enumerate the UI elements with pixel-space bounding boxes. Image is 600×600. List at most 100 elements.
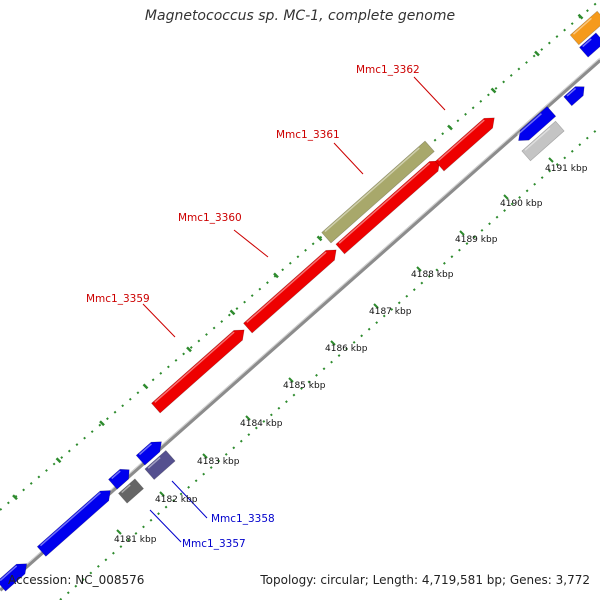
gene-blue-5[interactable] bbox=[514, 106, 557, 146]
major-tick-outer bbox=[273, 272, 279, 279]
leader-mmc1-3357 bbox=[149, 509, 182, 543]
tick-label-4182: 4182 kbp bbox=[155, 495, 198, 505]
gene-blue-4-shape bbox=[135, 441, 162, 466]
map-title: Magnetococcus sp. MC-1, complete genome bbox=[144, 8, 456, 24]
gene-mmc1-3360[interactable] bbox=[243, 245, 341, 334]
major-tick-outer bbox=[55, 457, 62, 464]
major-tick-outer bbox=[186, 346, 192, 353]
major-tick-outer bbox=[534, 50, 540, 57]
major-tick-outer bbox=[577, 13, 584, 20]
gene-blue-4-shine bbox=[138, 443, 152, 456]
gene-mmc1-3362b-shine bbox=[438, 119, 485, 162]
gene-label-mmc1-3358[interactable]: Mmc1_3358 bbox=[211, 513, 275, 525]
gene-label-mmc1-3359[interactable]: Mmc1_3359 bbox=[86, 293, 150, 305]
major-tick-inner bbox=[245, 415, 251, 421]
gene-blue-1[interactable] bbox=[36, 486, 115, 557]
gene-mmc1-3362a[interactable] bbox=[335, 156, 444, 255]
major-tick-inner bbox=[116, 529, 122, 535]
tick-label-4185: 4185 kbp bbox=[283, 381, 326, 391]
gene-pseudo-1[interactable] bbox=[521, 120, 565, 162]
accession-label: Accession: NC_008576 bbox=[8, 573, 145, 587]
gene-label-mmc1-3361[interactable]: Mmc1_3361 bbox=[276, 129, 340, 141]
major-tick-outer bbox=[490, 87, 497, 94]
tick-label-4186: 4186 kbp bbox=[325, 344, 368, 354]
gene-mmc1-3360-shape bbox=[243, 249, 337, 334]
major-tick-inner bbox=[459, 230, 465, 236]
gene-mmc1-3357-shape-shape bbox=[118, 478, 144, 504]
gene-mmc1-3362b-shape bbox=[434, 117, 495, 172]
gene-pseudo-1-shape bbox=[521, 120, 565, 162]
gene-labels: Mmc1_3359 Mmc1_3360 Mmc1_3361 Mmc1_3362 … bbox=[86, 64, 420, 550]
gene-orange-1-shape bbox=[569, 10, 600, 46]
gene-blue-1-shine bbox=[39, 492, 101, 547]
gene-blue-6-shine bbox=[566, 87, 577, 97]
gene-blue-2-shine bbox=[0, 565, 18, 582]
major-tick-outer bbox=[229, 309, 236, 316]
gene-orange-1-shine bbox=[572, 17, 592, 35]
major-tick-inner bbox=[373, 303, 379, 309]
outer-tick-track bbox=[0, 0, 600, 511]
leader-mmc1-3361 bbox=[333, 142, 364, 175]
label-leaders bbox=[142, 76, 446, 543]
gene-blue-6-shape bbox=[563, 86, 585, 107]
inner-tick-track bbox=[59, 126, 600, 600]
gene-blue-4[interactable] bbox=[135, 437, 166, 466]
leader-mmc1-3358 bbox=[171, 480, 208, 519]
gene-mmc1-3361-shape bbox=[321, 140, 435, 244]
gene-blue-2[interactable] bbox=[0, 559, 31, 592]
gene-blue-7[interactable] bbox=[579, 32, 600, 58]
tick-labels: 4181 kbp 4182 kbp 4183 kbp 4184 kbp 4185… bbox=[114, 164, 588, 545]
major-tick-inner bbox=[416, 266, 422, 272]
gene-label-mmc1-3360[interactable]: Mmc1_3360 bbox=[178, 212, 242, 224]
gene-mmc1-3359[interactable] bbox=[151, 325, 249, 414]
major-tick-outer bbox=[447, 124, 453, 131]
major-tick-inner bbox=[330, 340, 336, 346]
gene-mmc1-3359-shine bbox=[154, 331, 235, 403]
gene-label-mmc1-3357[interactable]: Mmc1_3357 bbox=[182, 538, 246, 550]
major-tick-outer bbox=[99, 420, 105, 427]
leader-mmc1-3360 bbox=[233, 229, 269, 258]
gene-blue-5-shine bbox=[516, 113, 542, 136]
gene-mmc1-3362a-shine bbox=[338, 162, 431, 244]
gene-blue-6[interactable] bbox=[563, 82, 588, 107]
tick-label-4190: 4190 kbp bbox=[500, 199, 543, 209]
major-tick-inner bbox=[202, 453, 208, 459]
gene-label-mmc1-3362[interactable]: Mmc1_3362 bbox=[356, 64, 420, 76]
gene-mmc1-3361-shine bbox=[324, 147, 420, 233]
leader-mmc1-3362 bbox=[413, 76, 446, 111]
gene-mmc1-3357-shape[interactable] bbox=[118, 478, 144, 504]
tick-label-4184: 4184 kbp bbox=[240, 419, 283, 429]
tick-label-4189: 4189 kbp bbox=[455, 235, 498, 245]
gene-mmc1-3358-shape[interactable] bbox=[144, 450, 176, 480]
gene-blue-7-shape bbox=[579, 32, 600, 58]
gene-blue-5-shape bbox=[518, 106, 557, 141]
major-tick-inner bbox=[503, 194, 509, 200]
tick-label-4188: 4188 kbp bbox=[411, 270, 454, 280]
gene-features bbox=[0, 10, 600, 592]
major-tick-inner bbox=[548, 157, 554, 163]
gene-blue-3-shape bbox=[108, 468, 130, 490]
gene-mmc1-3360-shine bbox=[246, 251, 327, 323]
gene-blue-2-shape bbox=[0, 563, 28, 592]
major-tick-outer bbox=[12, 494, 18, 501]
gene-mmc1-3359-shape bbox=[151, 329, 245, 414]
major-tick-inner bbox=[288, 377, 294, 383]
major-tick-outer bbox=[142, 383, 149, 390]
major-tick-inner bbox=[159, 491, 165, 497]
tick-label-4187: 4187 kbp bbox=[369, 307, 412, 317]
leader-mmc1-3359 bbox=[142, 303, 176, 338]
gene-orange-1[interactable] bbox=[569, 10, 600, 46]
gene-mmc1-3361[interactable] bbox=[321, 140, 435, 244]
gene-blue-3[interactable] bbox=[108, 465, 133, 490]
tick-label-4191: 4191 kbp bbox=[545, 164, 588, 174]
tick-label-4183: 4183 kbp bbox=[197, 457, 240, 467]
gene-blue-1-shape bbox=[36, 490, 111, 557]
major-tick-outer bbox=[316, 235, 323, 242]
gene-blue-7-shine bbox=[582, 38, 592, 48]
genome-summary: Topology: circular; Length: 4,719,581 bp… bbox=[260, 573, 590, 587]
tick-label-4181: 4181 kbp bbox=[114, 535, 157, 545]
gene-mmc1-3358-shape-shape bbox=[144, 450, 176, 480]
gene-pseudo-1-shine bbox=[524, 127, 551, 151]
gene-mmc1-3362b[interactable] bbox=[434, 113, 498, 172]
